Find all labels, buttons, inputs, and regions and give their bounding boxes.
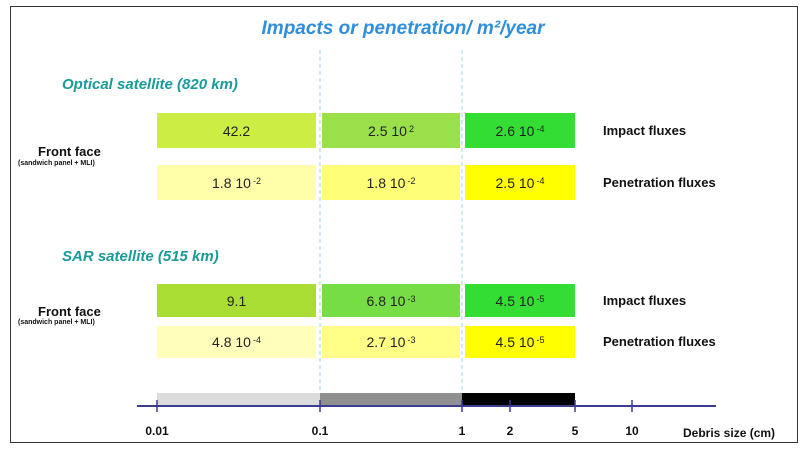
- flux-cell: 2.6 10 -4: [465, 113, 575, 148]
- flux-value: 2.7 10: [366, 334, 406, 350]
- face-label: Front face: [38, 304, 101, 319]
- flux-cell: 42.2: [157, 113, 316, 148]
- tick-label: 1: [458, 424, 466, 438]
- flux-value: 2.5 10: [368, 122, 407, 139]
- frame: [10, 6, 798, 443]
- row-label: Penetration fluxes: [603, 174, 716, 190]
- flux-cell: 4.8 10 -4: [157, 326, 316, 358]
- flux-exponent: -3: [407, 335, 416, 345]
- row-label: Impact fluxes: [603, 292, 687, 308]
- flux-cell: 2.5 10 -4: [465, 165, 575, 200]
- tick-label: 0.1: [311, 424, 329, 438]
- title: Impacts or penetration/ m²/year: [261, 18, 545, 39]
- face-label: Front face: [38, 144, 101, 159]
- flux-value: 4.8 10: [212, 334, 251, 350]
- flux-value: 1.8 10: [212, 174, 251, 191]
- flux-cell: 1.8 10 -2: [157, 165, 316, 200]
- flux-cell: 1.8 10 -2: [322, 165, 460, 200]
- size-band: [157, 393, 320, 406]
- flux-exponent: -3: [407, 293, 416, 304]
- flux-value: 9.1: [226, 292, 247, 309]
- size-band: [462, 393, 575, 406]
- flux-exponent: -5: [536, 293, 545, 304]
- section-title: Optical satellite (820 km): [62, 76, 238, 93]
- tick-label: 5: [571, 424, 579, 438]
- flux-value: 4.5 10: [495, 292, 535, 309]
- flux-exponent: 2: [408, 123, 414, 134]
- flux-value: 6.8 10: [366, 292, 406, 309]
- flux-exponent: -4: [536, 175, 545, 186]
- flux-exponent: -4: [536, 123, 545, 134]
- flux-cell: 9.1: [157, 284, 316, 317]
- row-label: Impact fluxes: [603, 122, 687, 138]
- flux-exponent: -2: [407, 175, 416, 186]
- flux-cell: 4.5 10 -5: [465, 284, 575, 317]
- axis-label: Debris size (cm): [683, 426, 776, 440]
- section-title: SAR satellite (515 km): [62, 248, 219, 265]
- face-note: (sandwich panel + MLI): [18, 319, 95, 326]
- flux-value: 1.8 10: [366, 174, 406, 191]
- tick-label: 0.01: [145, 424, 169, 438]
- tick-label: 2: [506, 424, 514, 438]
- face-note: (sandwich panel + MLI): [18, 160, 95, 167]
- flux-cell: 2.5 10 2: [322, 113, 460, 148]
- flux-value: 2.5 10: [495, 174, 535, 191]
- flux-exponent: -5: [536, 335, 545, 345]
- tick-label: 10: [625, 424, 639, 438]
- flux-exponent: -2: [252, 175, 261, 186]
- size-band: [320, 393, 462, 406]
- flux-value: 2.6 10: [495, 122, 535, 139]
- flux-value: 4.5 10: [495, 334, 535, 350]
- flux-cell: 2.7 10 -3: [322, 326, 460, 358]
- flux-value: 42.2: [222, 122, 251, 139]
- flux-cell: 4.5 10 -5: [465, 326, 575, 358]
- flux-exponent: -4: [252, 335, 261, 345]
- row-label: Penetration fluxes: [603, 334, 716, 349]
- flux-cell: 6.8 10 -3: [322, 284, 460, 317]
